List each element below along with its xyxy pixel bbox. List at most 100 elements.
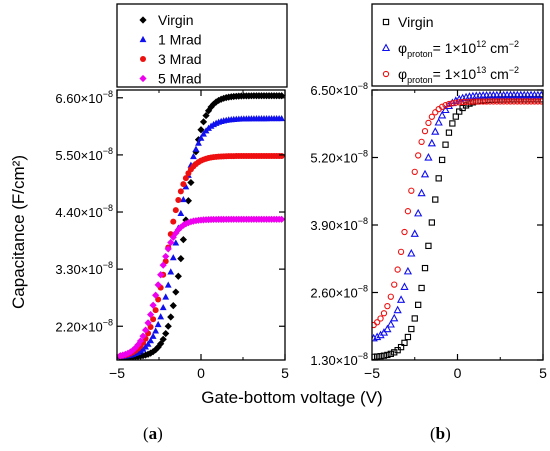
data-point-b-s0-2 xyxy=(377,353,384,360)
x-tick-label-b-0: −5 xyxy=(364,365,380,381)
data-point-a-s3-16 xyxy=(157,271,165,279)
legend-b: Virgin φproton= 1×1012 cm−2 φproton= 1×101… xyxy=(371,3,544,87)
data-point-b-s1-14 xyxy=(417,188,426,197)
data-point-b-s2-39 xyxy=(503,98,511,105)
data-point-b-s2-38 xyxy=(500,98,507,105)
legend-marker-a-1 xyxy=(139,35,147,43)
data-point-b-s2-25 xyxy=(456,99,463,106)
data-point-b-s0-4 xyxy=(384,351,391,359)
data-point-b-s2-46 xyxy=(527,98,535,105)
data-point-a-s0-34 xyxy=(202,111,210,120)
data-point-a-s2-25 xyxy=(180,181,187,188)
data-point-b-s2-18 xyxy=(432,109,439,116)
data-point-a-s1-17 xyxy=(159,303,167,311)
data-point-b-s2-45 xyxy=(524,98,531,105)
data-point-b-s0-14 xyxy=(418,284,425,292)
data-point-b-s0-1 xyxy=(373,353,381,360)
data-point-b-s2-33 xyxy=(483,98,490,105)
data-point-b-s2-40 xyxy=(507,98,514,105)
data-point-b-s2-15 xyxy=(421,127,429,135)
y-tick-label-b-4: 6.50×10−8 xyxy=(310,81,368,98)
data-point-a-s1-33 xyxy=(200,130,207,137)
data-point-a-s1-13 xyxy=(149,332,157,339)
data-point-a-s2-14 xyxy=(152,307,159,314)
data-point-b-s1-13 xyxy=(414,208,423,217)
data-point-a-s1-30 xyxy=(192,145,200,152)
data-point-a-s3-8 xyxy=(136,337,145,345)
legend-label-b-0: Virgin xyxy=(398,14,434,30)
legend-marker-b-2 xyxy=(382,70,390,78)
legend-marker-a-2 xyxy=(140,56,146,62)
data-point-b-s2-1 xyxy=(373,319,381,326)
data-point-a-s3-9 xyxy=(139,332,147,340)
data-point-b-s2-24 xyxy=(452,99,459,106)
data-point-b-s2-26 xyxy=(459,98,466,106)
data-point-a-s1-19 xyxy=(164,281,172,288)
data-point-a-s1-20 xyxy=(167,268,175,275)
data-point-b-s2-36 xyxy=(493,98,500,105)
data-point-b-s2-28 xyxy=(466,98,473,105)
data-point-a-s3-10 xyxy=(141,326,150,334)
data-point-a-s1-24 xyxy=(177,209,185,217)
data-point-b-s0-16 xyxy=(425,242,432,250)
data-point-a-s2-13 xyxy=(150,316,157,323)
caption-a-open: ( xyxy=(143,424,149,443)
x-tick-label-a-0: −5 xyxy=(109,365,125,381)
data-point-a-s2-15 xyxy=(155,296,162,303)
data-point-b-s0-19 xyxy=(435,175,442,182)
data-point-b-s2-29 xyxy=(469,98,477,105)
data-point-a-s2-23 xyxy=(175,197,182,204)
data-point-a-s3-19 xyxy=(164,245,172,253)
data-point-b-s1-12 xyxy=(410,229,419,237)
data-point-b-s2-7 xyxy=(394,266,401,273)
data-point-a-s3-11 xyxy=(144,319,152,327)
y-tick-label-a-0: 2.20×10−8 xyxy=(55,317,113,334)
caption-b: (b) xyxy=(430,424,451,444)
legend-marker-b-1 xyxy=(381,43,391,52)
data-point-a-s0-17 xyxy=(159,335,167,343)
legend-marker-a-0 xyxy=(139,16,147,24)
data-point-a-s1-31 xyxy=(195,139,202,146)
data-point-a-s0-22 xyxy=(172,288,180,296)
data-point-a-s0-33 xyxy=(199,118,208,126)
data-point-b-s2-30 xyxy=(473,98,480,105)
data-point-b-s1-7 xyxy=(393,305,402,314)
x-axis-label: Gate-bottom voltage (V) xyxy=(201,388,382,407)
data-point-b-s2-31 xyxy=(476,98,483,105)
data-point-b-s1-15 xyxy=(420,169,430,178)
data-point-b-s1-16 xyxy=(424,153,433,161)
data-point-b-s2-4 xyxy=(384,302,391,310)
y-tick-label-b-2: 3.90×10−8 xyxy=(310,216,368,233)
data-point-a-s2-21 xyxy=(170,218,177,225)
data-point-b-s1-4 xyxy=(383,324,392,333)
panel-b: −5 0 5 1.30×10−8 2.60×10−8 3.90×10−8 5.20×10−8… xyxy=(310,3,547,381)
data-point-b-s0-17 xyxy=(428,219,435,226)
y-tick-label-b-3: 5.20×10−8 xyxy=(310,149,368,166)
x-tick-label-a-1: 0 xyxy=(197,365,205,381)
data-point-b-s2-47 xyxy=(531,98,538,105)
data-point-b-s0-37 xyxy=(497,96,504,103)
caption-a-letter: a xyxy=(148,424,158,443)
data-point-b-s1-21 xyxy=(441,105,450,114)
data-point-b-s2-44 xyxy=(521,98,528,105)
data-point-b-s2-6 xyxy=(391,281,398,288)
data-point-b-s0-25 xyxy=(456,108,463,115)
data-point-a-s3-64 xyxy=(278,215,285,223)
y-tick-label-b-0: 1.30×10−8 xyxy=(310,351,368,368)
data-point-a-s1-29 xyxy=(190,152,197,160)
y-axis-label: Capacitance (F/cm²) xyxy=(9,155,28,309)
plot-area-b xyxy=(372,90,543,360)
data-point-b-s0-15 xyxy=(421,264,429,272)
data-point-b-s1-1 xyxy=(373,332,382,341)
data-point-b-s2-41 xyxy=(510,98,518,105)
data-point-a-s3-18 xyxy=(162,252,170,261)
data-point-a-s1-12 xyxy=(147,337,154,344)
data-point-b-s2-12 xyxy=(411,168,418,175)
data-point-b-s2-27 xyxy=(462,98,470,106)
data-point-b-s0-10 xyxy=(404,333,412,341)
data-point-a-s0-25 xyxy=(179,235,187,244)
data-point-b-s2-9 xyxy=(401,228,408,236)
y-tick-label-a-3: 5.50×10−8 xyxy=(55,146,113,163)
data-point-b-s2-10 xyxy=(404,208,412,215)
data-point-b-s0-5 xyxy=(387,350,394,358)
